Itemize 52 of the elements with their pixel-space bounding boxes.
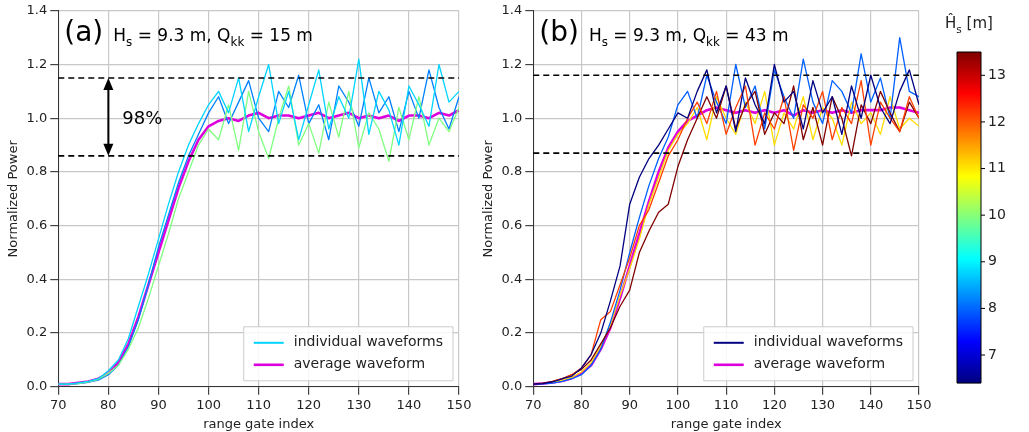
y-tick-label: 0.6 — [501, 217, 523, 233]
y-tick-label: 1.0 — [26, 109, 48, 125]
x-tick-label: 130 — [810, 396, 835, 412]
legend-label: individual waveforms — [753, 333, 904, 350]
color-bar-label: 9 — [988, 252, 997, 269]
x-tick-label: 100 — [665, 396, 691, 412]
x-tick-label: 120 — [761, 396, 787, 412]
y-tick-label: 1.4 — [501, 2, 523, 18]
y-tick-label: 0.2 — [501, 324, 523, 340]
annotation: (b) — [539, 14, 579, 48]
annotation: (a) — [64, 14, 104, 48]
color-bar-label: 10 — [988, 205, 1006, 222]
color-bar-label: 12 — [988, 112, 1006, 129]
x-axis-title: range gate index — [203, 415, 315, 431]
x-tick-label: 70 — [525, 396, 542, 412]
x-tick-label: 90 — [150, 396, 167, 412]
x-tick-label: 110 — [713, 396, 739, 412]
y-tick-label: 0.2 — [26, 324, 48, 340]
y-axis-title: Normalized Power — [5, 139, 21, 258]
y-tick-label: 1.0 — [501, 109, 523, 125]
y-tick-label: 0.6 — [26, 217, 48, 233]
x-tick-label: 80 — [573, 396, 590, 412]
x-tick-label: 120 — [296, 396, 322, 412]
y-tick-label: 1.2 — [26, 55, 48, 71]
color-bar-label: 8 — [988, 299, 997, 316]
legend-label: average waveform — [753, 355, 886, 372]
x-tick-label: 140 — [396, 396, 422, 412]
x-tick-label: 110 — [246, 396, 272, 412]
x-tick-label: 80 — [100, 396, 117, 412]
y-tick-label: 0.8 — [501, 163, 523, 179]
y-tick-label: 1.4 — [26, 2, 48, 18]
x-axis-title: range gate index — [670, 415, 782, 431]
y-axis-title: Normalized Power — [480, 139, 496, 258]
x-tick-label: 140 — [858, 396, 884, 412]
y-tick-label: 0.4 — [501, 270, 523, 286]
color-bar-label: 13 — [988, 65, 1006, 82]
y-tick-label: 0.4 — [26, 270, 48, 286]
y-tick-label: 0.8 — [26, 163, 48, 179]
legend-label: average waveform — [293, 355, 426, 372]
y-tick-label: 1.2 — [501, 55, 523, 71]
y-tick-label: 0.0 — [26, 378, 48, 394]
color-bar-label: 7 — [988, 345, 997, 362]
color-bar-label: 11 — [988, 159, 1006, 176]
x-tick-label: 70 — [50, 396, 67, 412]
x-tick-label: 90 — [621, 396, 638, 412]
x-tick-label: 100 — [196, 396, 221, 412]
legend-label: individual waveforms — [293, 333, 444, 350]
x-tick-label: 130 — [346, 396, 372, 412]
x-tick-label: 150 — [906, 396, 932, 412]
x-tick-label: 150 — [446, 396, 472, 412]
y-tick-label: 0.0 — [501, 378, 523, 394]
annotation: 98% — [122, 106, 163, 128]
